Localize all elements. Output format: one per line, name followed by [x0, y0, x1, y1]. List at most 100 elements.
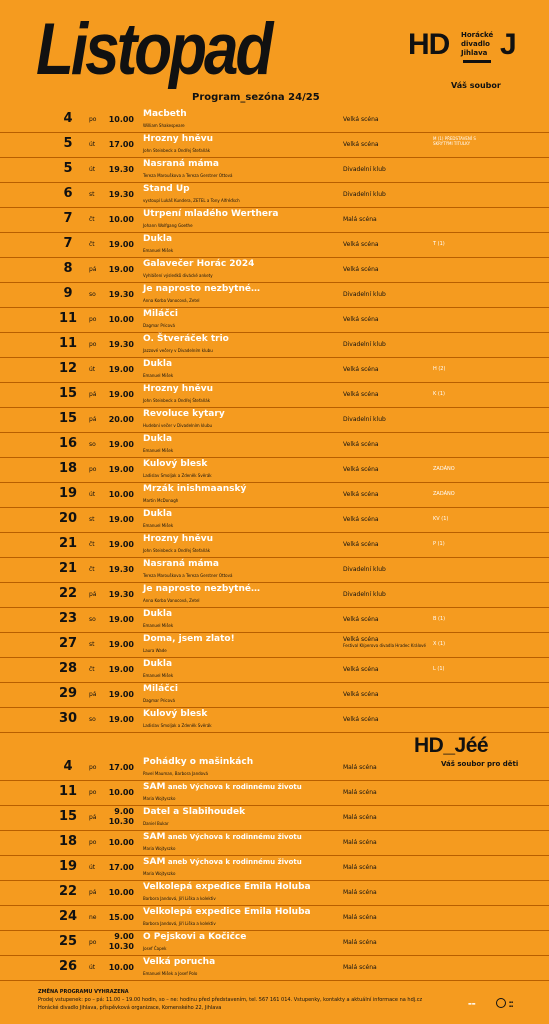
- event-title[interactable]: Galavečer Horác 2024: [143, 259, 255, 269]
- event-author: Dagmar Pricová: [143, 323, 175, 328]
- program-row[interactable]: 20 st 19.00 Dukla Emanuel Mišek Velká scéna KV…: [0, 508, 549, 533]
- event-author: Ladislav Smoljak a Zdeněk Svěrák: [143, 473, 212, 478]
- kids-program-row[interactable]: 24 ne 15.00 Velkolepá expedice Emila Holuba…: [0, 906, 549, 931]
- event-weekday: út: [89, 491, 96, 498]
- event-title[interactable]: Miláčci: [143, 309, 178, 319]
- event-title[interactable]: Stand Up: [143, 184, 190, 194]
- event-title[interactable]: Velkolepá expedice Emila Holuba: [143, 882, 311, 892]
- program-row[interactable]: 4 po 10.00 Macbeth William Shakespeare Velká …: [0, 108, 549, 133]
- program-row[interactable]: 11 po 19.30 O. Štveráček trio Jazzové večery…: [0, 333, 549, 358]
- event-day: 5: [63, 136, 73, 151]
- event-title[interactable]: Dukla: [143, 509, 173, 519]
- event-note: B (1): [433, 616, 446, 622]
- event-title[interactable]: SAM aneb Výchova k rodinnému životu: [143, 857, 302, 867]
- program-row[interactable]: 16 so 19.00 Dukla Emanuel Mišek Velká scéna: [0, 433, 549, 458]
- event-title[interactable]: Macbeth: [143, 109, 187, 119]
- event-title[interactable]: Nasraná máma: [143, 559, 219, 569]
- city-logo: ▪▪ ▪▪: [509, 1000, 514, 1008]
- program-row[interactable]: 6 st 19.30 Stand Up vystoupí Lukáš Kundera, …: [0, 183, 549, 208]
- event-author: Maria Wojtyszko: [143, 796, 176, 801]
- venue-name: Velká scéna: [343, 666, 379, 673]
- kids-program-row[interactable]: 19 út 17.00 SAM aneb Výchova k rodinnému ži…: [0, 856, 549, 881]
- event-title[interactable]: Velkolepá expedice Emila Holuba: [143, 907, 311, 917]
- theatre-logo[interactable]: HD Horácké divadlo Jihlava J: [408, 30, 517, 63]
- event-day: 16: [58, 436, 78, 451]
- event-day: 11: [58, 311, 78, 326]
- event-title[interactable]: Je naprosto nezbytné…: [143, 284, 260, 294]
- event-title[interactable]: Revoluce kytary: [143, 409, 225, 419]
- program-row[interactable]: 22 pá 19.30 Je naprosto nezbytné… Anna Korba…: [0, 583, 549, 608]
- event-venue: Velká scéna: [343, 491, 379, 498]
- event-note: X (1): [433, 641, 446, 647]
- event-title[interactable]: Doma, jsem zlato!: [143, 634, 235, 644]
- event-weekday: po: [89, 839, 97, 846]
- event-note: H (2): [433, 366, 446, 372]
- event-author: Emanuel Mišek: [143, 373, 174, 378]
- program-row[interactable]: 11 po 10.00 Miláčci Dagmar Pricová Velká scén…: [0, 308, 549, 333]
- event-title[interactable]: Miláčci: [143, 684, 178, 694]
- kids-program-row[interactable]: 18 po 10.00 SAM aneb Výchova k rodinnému ži…: [0, 831, 549, 856]
- program-row[interactable]: 7 čt 19.00 Dukla Emanuel Mišek Velká scéna T (…: [0, 233, 549, 258]
- event-time: 10.00: [108, 115, 134, 124]
- jee-logo[interactable]: HD_Jéé Váš soubor pro děti: [414, 734, 518, 768]
- event-title[interactable]: SAM aneb Výchova k rodinnému životu: [143, 832, 302, 842]
- event-weekday: pá: [89, 266, 97, 273]
- event-title[interactable]: Kulový blesk: [143, 709, 208, 719]
- program-row[interactable]: 30 so 19.00 Kulový blesk Ladislav Smoljak a …: [0, 708, 549, 733]
- event-weekday: so: [89, 616, 96, 623]
- program-row[interactable]: 27 st 19.00 Doma, jsem zlato! Laura Wade Velk…: [0, 633, 549, 658]
- kids-program-row[interactable]: 25 po 9.00 10.30 O Pejskovi a Kočičce Josef Č…: [0, 931, 549, 956]
- region-logo: [496, 998, 506, 1008]
- event-title[interactable]: Mrzák inishmaanský: [143, 484, 247, 494]
- event-title[interactable]: Hrozny hněvu: [143, 384, 213, 394]
- program-row[interactable]: 21 čt 19.30 Nasraná máma Tereza Marouškova a…: [0, 558, 549, 583]
- program-row[interactable]: 9 so 19.30 Je naprosto nezbytné… Anna Korba …: [0, 283, 549, 308]
- event-title[interactable]: Dukla: [143, 434, 173, 444]
- event-title[interactable]: Nasraná máma: [143, 159, 219, 169]
- event-title[interactable]: Utrpení mladého Werthera: [143, 209, 279, 219]
- jee-logo-text: HD_Jéé: [414, 734, 489, 757]
- event-title[interactable]: Datel a Slabihoudek: [143, 807, 245, 817]
- kids-program-row[interactable]: 22 pá 10.00 Velkolepá expedice Emila Holuba…: [0, 881, 549, 906]
- event-title[interactable]: Dukla: [143, 359, 173, 369]
- event-venue: Velká scéna: [343, 691, 379, 698]
- title-main: SAM: [143, 832, 166, 842]
- program-row[interactable]: 18 po 19.00 Kulový blesk Ladislav Smoljak a …: [0, 458, 549, 483]
- event-title[interactable]: Kulový blesk: [143, 459, 208, 469]
- event-weekday: pá: [89, 416, 97, 423]
- program-row[interactable]: 5 út 19.30 Nasraná máma Tereza Marouškova a …: [0, 158, 549, 183]
- kids-program-row[interactable]: 15 pá 9.00 10.30 Datel a Slabihoudek Daniel B…: [0, 806, 549, 831]
- event-weekday: út: [89, 864, 96, 871]
- event-title[interactable]: SAM aneb Výchova k rodinnému životu: [143, 782, 302, 792]
- program-row[interactable]: 15 pá 20.00 Revoluce kytary Hudební večer v …: [0, 408, 549, 433]
- event-title[interactable]: Hrozny hněvu: [143, 134, 213, 144]
- program-row[interactable]: 12 út 19.00 Dukla Emanuel Mišek Velká scéna H …: [0, 358, 549, 383]
- title-main: Pohádky o mašinkách: [143, 757, 254, 767]
- event-title[interactable]: Dukla: [143, 234, 173, 244]
- program-row[interactable]: 8 pá 19.00 Galavečer Horác 2024 Vyhlášení vý…: [0, 258, 549, 283]
- program-row[interactable]: 29 pá 19.00 Miláčci Dagmar Pricová Velká scén…: [0, 683, 549, 708]
- event-title[interactable]: O. Štveráček trio: [143, 334, 229, 344]
- event-title[interactable]: Dukla: [143, 609, 173, 619]
- event-title[interactable]: Pohádky o mašinkách: [143, 757, 253, 767]
- program-row[interactable]: 15 pá 19.00 Hrozny hněvu John Steinbeck a On…: [0, 383, 549, 408]
- event-title[interactable]: Hrozny hněvu: [143, 534, 213, 544]
- program-row[interactable]: 7 čt 10.00 Utrpení mladého Werthera Johann W…: [0, 208, 549, 233]
- event-author: John Steinbeck a Ondřej Štefaňák: [143, 398, 211, 403]
- event-title[interactable]: Dukla: [143, 659, 173, 669]
- kids-program-row[interactable]: 26 út 10.00 Velká porucha Emanuel Mišek a Jo…: [0, 956, 549, 981]
- time-first: 10.00: [108, 788, 134, 797]
- event-venue: Divadelní klub: [343, 341, 386, 348]
- event-title[interactable]: Velká porucha: [143, 957, 215, 967]
- event-title[interactable]: O Pejskovi a Kočičce: [143, 932, 246, 942]
- program-row[interactable]: 19 út 10.00 Mrzák inishmaanský Martin McDona…: [0, 483, 549, 508]
- program-row[interactable]: 28 čt 19.00 Dukla Emanuel Mišek Velká scéna L …: [0, 658, 549, 683]
- program-row[interactable]: 23 so 19.00 Dukla Emanuel Mišek Velká scéna B …: [0, 608, 549, 633]
- program-row[interactable]: 21 čt 19.00 Hrozny hněvu John Steinbeck a On…: [0, 533, 549, 558]
- kids-program-row[interactable]: 4 po 17.00 Pohádky o mašinkách Pavel Mauman,…: [0, 756, 549, 781]
- kids-program-row[interactable]: 11 po 10.00 SAM aneb Výchova k rodinnému ži…: [0, 781, 549, 806]
- event-title[interactable]: Je naprosto nezbytné…: [143, 584, 260, 594]
- event-weekday: so: [89, 716, 96, 723]
- time-first: 10.00: [108, 963, 134, 972]
- program-row[interactable]: 5 út 17.00 Hrozny hněvu John Steinbeck a Ond…: [0, 133, 549, 158]
